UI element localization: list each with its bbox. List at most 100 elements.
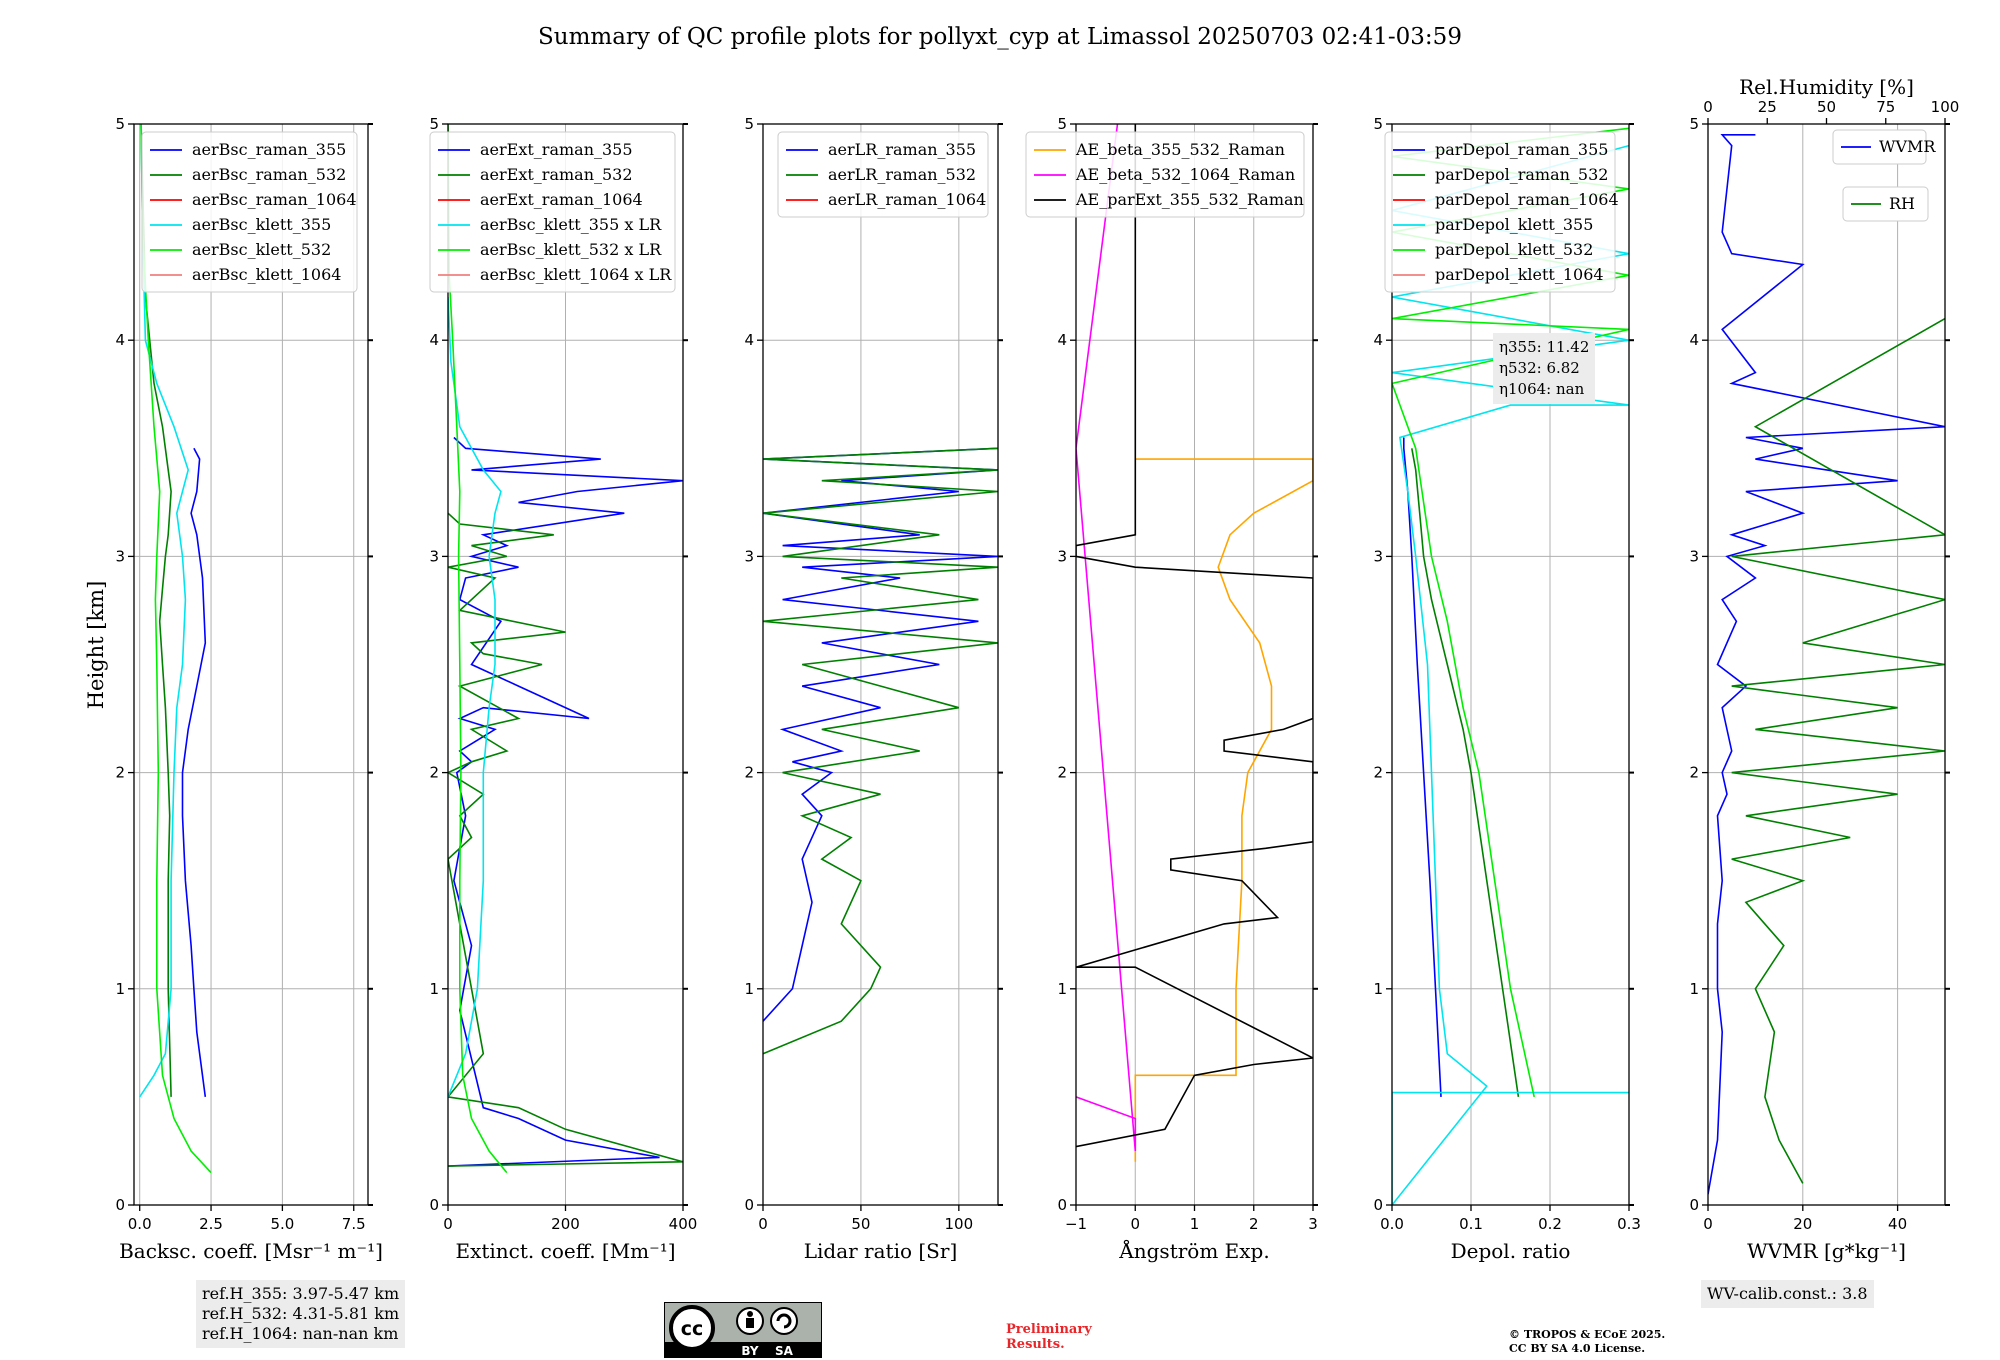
x-tick-label: 200	[551, 1215, 580, 1233]
y-tick-label: 1	[1057, 980, 1067, 998]
y-tick-label: 0	[744, 1196, 754, 1214]
y-tick-label: 1	[744, 980, 754, 998]
y-tick-label: 5	[429, 115, 439, 133]
y-tick-label: 1	[115, 980, 125, 998]
x-tick-label: 0	[443, 1215, 453, 1233]
x-tick-label: 0.0	[1380, 1215, 1404, 1233]
x-tick-label: −1	[1065, 1215, 1087, 1233]
y-tick-label: 4	[744, 331, 754, 349]
panel-extinction: 0 200 400 0 1 2 3 4 5 Extinct. coeff. [Mm⁻¹] aerEx…	[429, 115, 697, 1263]
legend: aerExt_raman_355 aerExt_raman_532 aerExt_r…	[429, 131, 676, 293]
legend-label: aerBsc_klett_355 x LR	[480, 215, 662, 234]
y-tick-label: 1	[429, 980, 439, 998]
series-line-aerExt_raman_532	[448, 512, 683, 1167]
x-axis-label: Backsc. coeff. [Msr⁻¹ m⁻¹]	[119, 1239, 383, 1263]
y-tick-label: 5	[1689, 115, 1699, 133]
series-line-aerBsc_klett_355 x LR	[448, 296, 502, 1098]
x-axis-label: Lidar ratio [Sr]	[804, 1239, 958, 1263]
axes-frame	[1391, 123, 1630, 1206]
y-tick-label: 2	[1373, 764, 1383, 782]
series-line-aerExt_raman_355	[448, 436, 683, 1167]
panel-backscatter: 0.0 2.5 5.0 7.5 0 1 2 3 4 5 Backsc. coeff. [Msr⁻¹ …	[115, 115, 382, 1263]
cc-logo-text: cc	[681, 1318, 704, 1340]
axes-frame	[133, 123, 369, 1206]
x-tick-label: 400	[669, 1215, 698, 1233]
x-axis-label: WVMR [g*kg⁻¹]	[1747, 1239, 1906, 1263]
legend-label: parDepol_klett_1064	[1435, 265, 1604, 284]
axes-frame	[762, 123, 999, 1206]
copyright-note: © TROPOS & ECoE 2025. CC BY SA 4.0 Licen…	[1509, 1328, 1665, 1356]
y-tick-label: 3	[1373, 547, 1383, 565]
series-line-aerBsc_raman_355	[181, 447, 207, 1098]
series-line-parDepol_klett_355	[1392, 144, 1629, 1205]
x-tick-label: 100	[945, 1215, 974, 1233]
legend-label: aerBsc_klett_532 x LR	[480, 240, 662, 259]
series-line-aerLR_raman_355	[763, 447, 998, 1022]
wv-calibration-box: WV-calib.const.: 3.8	[1701, 1280, 1874, 1308]
legend-label: parDepol_klett_355	[1435, 215, 1593, 234]
eta-355: η355: 11.42	[1499, 338, 1590, 356]
preliminary-line-2: Results.	[1006, 1337, 1065, 1352]
panel-lidar-ratio: 0 50 100 0 1 2 3 4 5 Lidar ratio [Sr] aerLR_raman_…	[744, 115, 1003, 1263]
legend-label: aerBsc_klett_532	[192, 240, 331, 259]
series-line-aerBsc_raman_532	[140, 124, 172, 1097]
legend-label: aerBsc_klett_355	[192, 215, 331, 234]
eta-values-box: η355: 11.42 η532: 6.82 η1064: nan	[1493, 333, 1596, 404]
y-tick-label: 4	[1057, 331, 1067, 349]
sa-label: SA	[775, 1344, 794, 1358]
y-tick-label: 2	[744, 764, 754, 782]
axes-frame	[1707, 123, 1946, 1206]
legend-label: parDepol_klett_532	[1435, 240, 1593, 259]
preliminary-results-note: Preliminary Results.	[1006, 1322, 1092, 1352]
legend-label: aerBsc_raman_532	[192, 165, 346, 184]
share-alike-icon	[770, 1307, 798, 1335]
series-line-aerBsc_klett_532 x LR	[448, 124, 508, 1174]
preliminary-line-1: Preliminary	[1006, 1322, 1092, 1337]
secondary-x-axis-label: Rel.Humidity [%]	[1739, 75, 1914, 99]
series-line-AE_beta_355_532_Raman	[1134, 458, 1313, 1162]
y-tick-label: 0	[115, 1196, 125, 1214]
x-tick-label: 3	[1308, 1215, 1318, 1233]
legend-label: parDepol_raman_1064	[1435, 190, 1619, 209]
x-tick-label: 0	[1703, 1215, 1713, 1233]
cc-logo-icon	[669, 1305, 715, 1351]
panel-depolarization: 0.0 0.1 0.2 0.3 0 1 2 3 4 5 Depol. ratio parDepol_r…	[1373, 115, 1640, 1263]
series-line-AE_beta_532_1064_Raman	[1076, 124, 1137, 1152]
series-line-parDepol_raman_355	[1403, 437, 1442, 1097]
by-label: BY	[741, 1344, 758, 1358]
series-line-aerBsc_klett_355	[139, 124, 190, 1098]
series-line-parDepol_raman_532	[1411, 448, 1520, 1098]
x-tick-label: 2	[1249, 1215, 1259, 1233]
secondary-x-tick-label: 0	[1703, 98, 1713, 116]
y-tick-label: 4	[115, 331, 125, 349]
eta-1064: η1064: nan	[1499, 380, 1585, 398]
x-tick-label: 0.1	[1459, 1215, 1483, 1233]
series-line-aerLR_raman_532	[763, 447, 998, 1055]
x-tick-label: 20	[1793, 1215, 1812, 1233]
legend-label: aerLR_raman_532	[828, 165, 976, 184]
secondary-x-tick-label: 25	[1758, 98, 1777, 116]
y-tick-label: 0	[1373, 1196, 1383, 1214]
ref-height-1064: ref.H_1064: nan-nan km	[202, 1324, 399, 1343]
y-tick-label: 4	[429, 331, 439, 349]
x-tick-label: 0	[758, 1215, 768, 1233]
series-line-AE_parExt_355_532_Raman	[1076, 124, 1313, 1148]
legend: RH	[1842, 186, 1929, 222]
series-line-WVMR	[1708, 134, 1945, 1195]
legend-label: aerExt_raman_1064	[480, 190, 643, 209]
eta-532: η532: 6.82	[1499, 359, 1580, 377]
x-tick-label: 0.3	[1617, 1215, 1641, 1233]
reference-heights-box: ref.H_355: 3.97-5.47 km ref.H_532: 4.31-…	[196, 1280, 406, 1348]
secondary-x-tick-label: 50	[1817, 98, 1836, 116]
x-tick-label: 0.2	[1538, 1215, 1562, 1233]
y-tick-label: 5	[1373, 115, 1383, 133]
x-tick-label: 40	[1888, 1215, 1907, 1233]
ref-height-532: ref.H_532: 4.31-5.81 km	[202, 1304, 400, 1323]
y-tick-label: 2	[1689, 764, 1699, 782]
legend-label: AE_parExt_355_532_Raman	[1075, 190, 1304, 209]
y-tick-label: 5	[744, 115, 754, 133]
panels: 0.0 2.5 5.0 7.5 0 1 2 3 4 5 Backsc. coeff. [Msr⁻¹ …	[115, 75, 1959, 1263]
x-axis-label: Ångström Exp.	[1118, 1238, 1269, 1263]
ref-height-355: ref.H_355: 3.97-5.47 km	[202, 1284, 400, 1303]
legend-label: parDepol_raman_532	[1435, 165, 1608, 184]
